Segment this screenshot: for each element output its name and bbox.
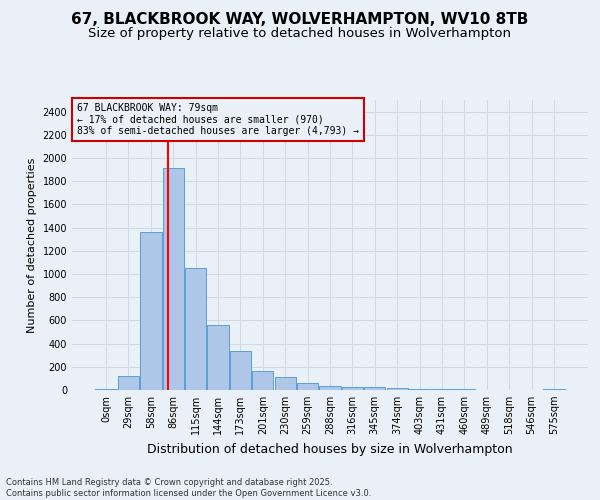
Bar	[163, 168, 184, 390]
Bar	[431, 389, 452, 390]
Bar	[543, 389, 565, 390]
Bar	[409, 389, 430, 390]
Bar	[252, 371, 274, 390]
Bar	[230, 351, 251, 390]
Bar	[386, 388, 408, 390]
Bar	[185, 268, 206, 390]
Bar	[364, 387, 385, 390]
Y-axis label: Number of detached properties: Number of detached properties	[27, 158, 37, 332]
Bar	[140, 232, 161, 390]
Text: Contains HM Land Registry data © Crown copyright and database right 2025.
Contai: Contains HM Land Registry data © Crown c…	[6, 478, 371, 498]
Bar	[208, 325, 229, 390]
Bar	[275, 377, 296, 390]
X-axis label: Distribution of detached houses by size in Wolverhampton: Distribution of detached houses by size …	[147, 442, 513, 456]
Bar	[95, 389, 117, 390]
Text: 67, BLACKBROOK WAY, WOLVERHAMPTON, WV10 8TB: 67, BLACKBROOK WAY, WOLVERHAMPTON, WV10 …	[71, 12, 529, 28]
Text: Size of property relative to detached houses in Wolverhampton: Size of property relative to detached ho…	[89, 28, 511, 40]
Bar	[319, 386, 341, 390]
Text: 67 BLACKBROOK WAY: 79sqm
← 17% of detached houses are smaller (970)
83% of semi-: 67 BLACKBROOK WAY: 79sqm ← 17% of detach…	[77, 103, 359, 136]
Bar	[342, 387, 363, 390]
Bar	[297, 383, 318, 390]
Bar	[118, 376, 139, 390]
